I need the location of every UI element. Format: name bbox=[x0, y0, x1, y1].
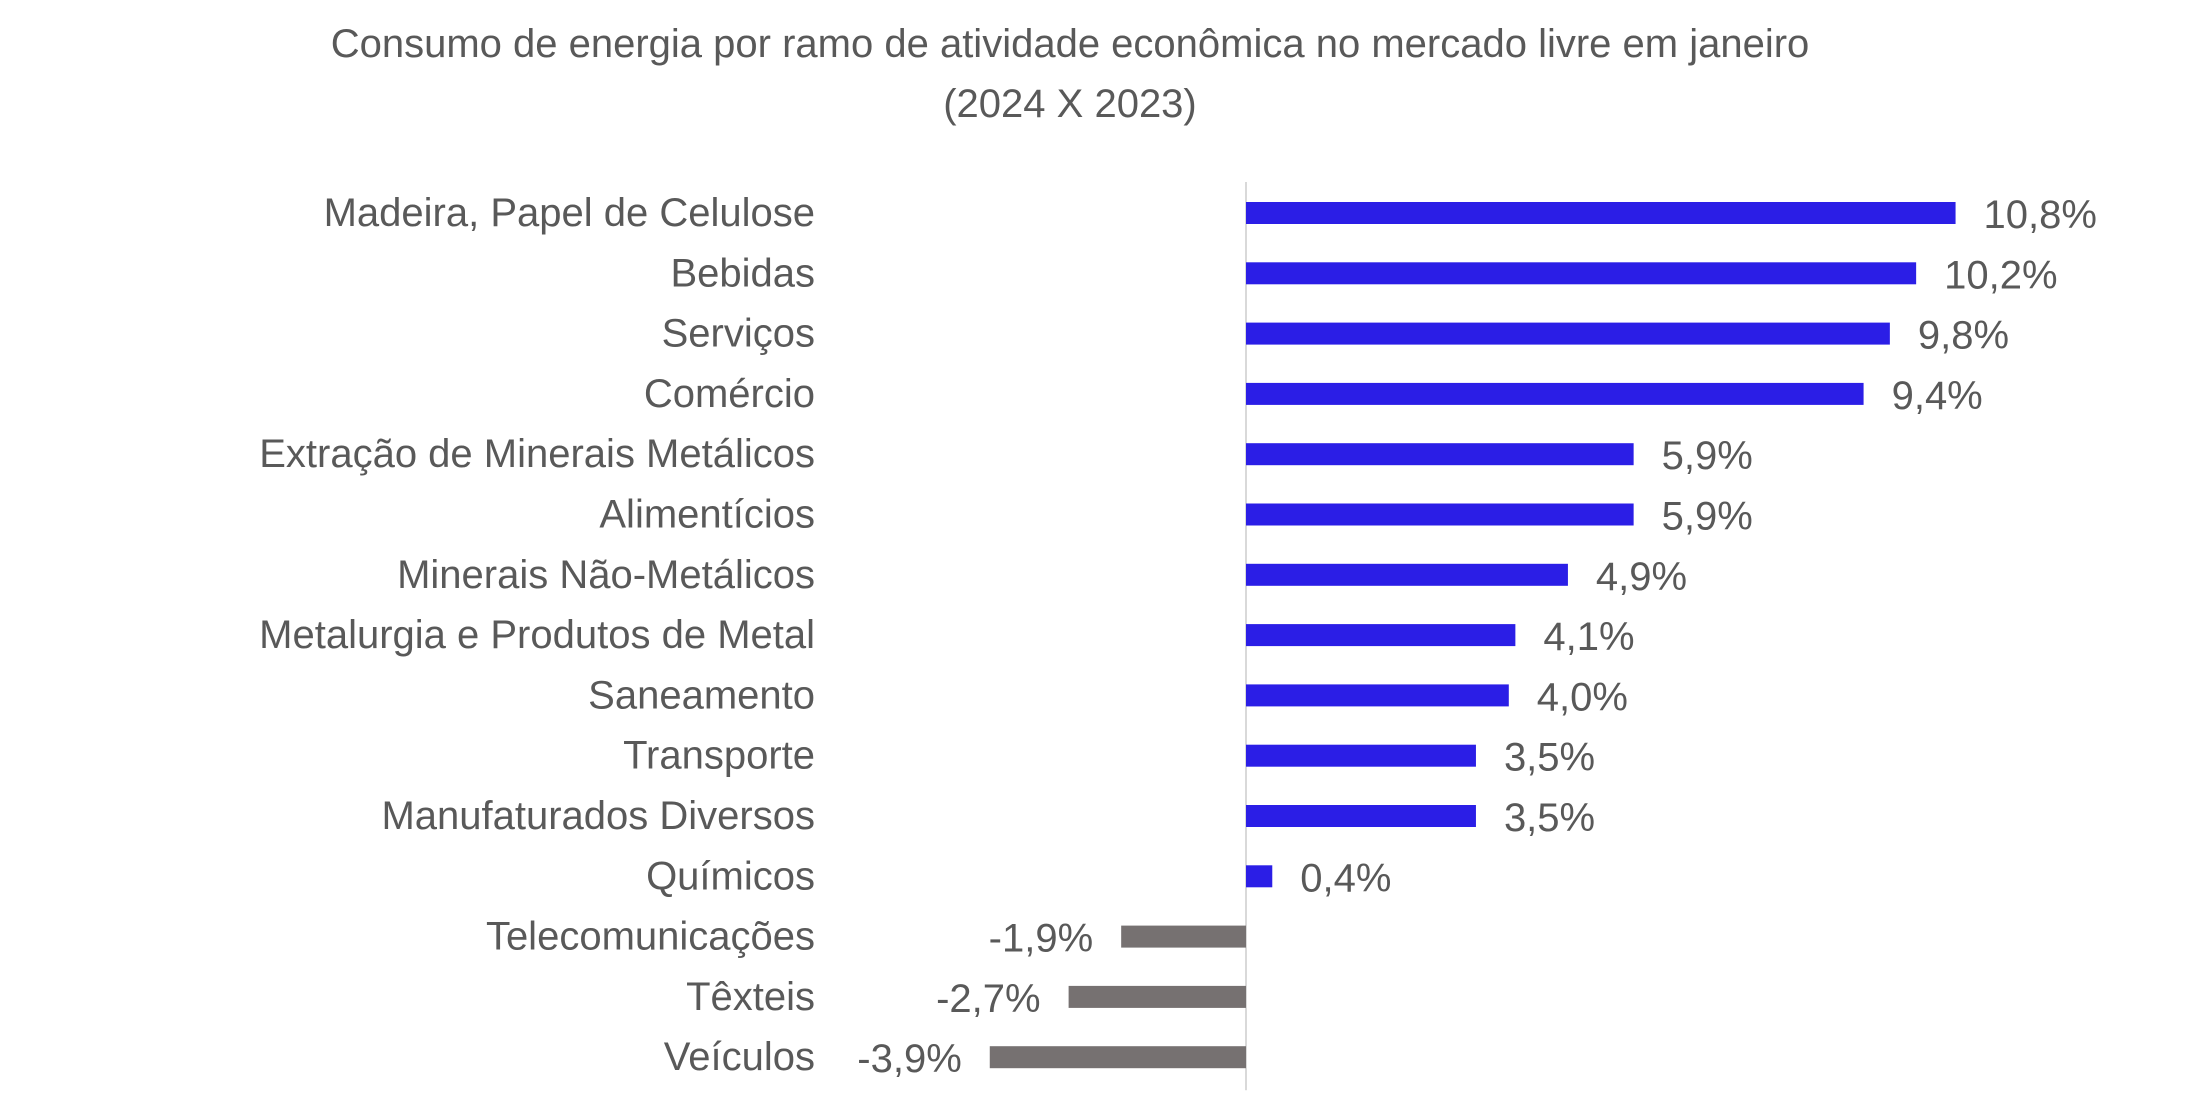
chart-subtitle: (2024 X 2023) bbox=[943, 82, 1197, 126]
data-label: 4,9% bbox=[1596, 555, 1687, 599]
category-label: Bebidas bbox=[670, 251, 815, 295]
data-label: 3,5% bbox=[1504, 736, 1595, 780]
bar bbox=[1246, 563, 1568, 586]
data-label: 5,9% bbox=[1662, 434, 1753, 478]
category-label: Manufaturados Diversos bbox=[381, 794, 815, 838]
data-label: 3,5% bbox=[1504, 796, 1595, 840]
data-label: 10,2% bbox=[1944, 253, 2057, 297]
bar bbox=[1246, 624, 1516, 647]
data-label: 4,0% bbox=[1537, 675, 1628, 719]
category-label: Têxteis bbox=[686, 975, 815, 1019]
category-label: Saneamento bbox=[588, 673, 815, 717]
category-label: Serviços bbox=[662, 312, 815, 356]
category-label: Veículos bbox=[664, 1035, 815, 1079]
category-label: Extração de Minerais Metálicos bbox=[259, 432, 815, 476]
data-label: 10,8% bbox=[1984, 193, 2097, 237]
bar bbox=[1068, 985, 1246, 1008]
data-label: -3,9% bbox=[857, 1037, 962, 1081]
category-label: Telecomunicações bbox=[486, 915, 815, 959]
bar bbox=[1246, 503, 1634, 526]
data-label: 4,1% bbox=[1543, 615, 1634, 659]
bar bbox=[1246, 865, 1273, 888]
chart-title: Consumo de energia por ramo de atividade… bbox=[330, 22, 1810, 66]
category-label: Madeira, Papel de Celulose bbox=[324, 191, 815, 235]
bar bbox=[1246, 744, 1476, 767]
data-label: 0,4% bbox=[1300, 856, 1391, 900]
bar bbox=[1246, 262, 1917, 285]
bar bbox=[1246, 443, 1634, 466]
category-label: Alimentícios bbox=[599, 493, 815, 537]
category-label: Metalurgia e Produtos de Metal bbox=[259, 613, 815, 657]
bar bbox=[1246, 322, 1890, 345]
bar bbox=[1246, 382, 1864, 405]
bar bbox=[989, 1046, 1246, 1069]
data-label: -1,9% bbox=[989, 917, 1094, 961]
bar bbox=[1246, 202, 1956, 224]
category-label: Químicos bbox=[646, 854, 815, 898]
bar bbox=[1246, 684, 1509, 707]
bar bbox=[1121, 925, 1246, 948]
bar bbox=[1246, 805, 1476, 827]
data-label: 9,4% bbox=[1892, 374, 1983, 418]
data-label: 9,8% bbox=[1918, 314, 2009, 358]
data-label: 5,9% bbox=[1662, 495, 1753, 539]
category-label: Minerais Não-Metálicos bbox=[397, 553, 815, 597]
category-label: Comércio bbox=[644, 372, 815, 416]
category-label: Transporte bbox=[623, 734, 815, 778]
data-label: -2,7% bbox=[936, 977, 1041, 1021]
